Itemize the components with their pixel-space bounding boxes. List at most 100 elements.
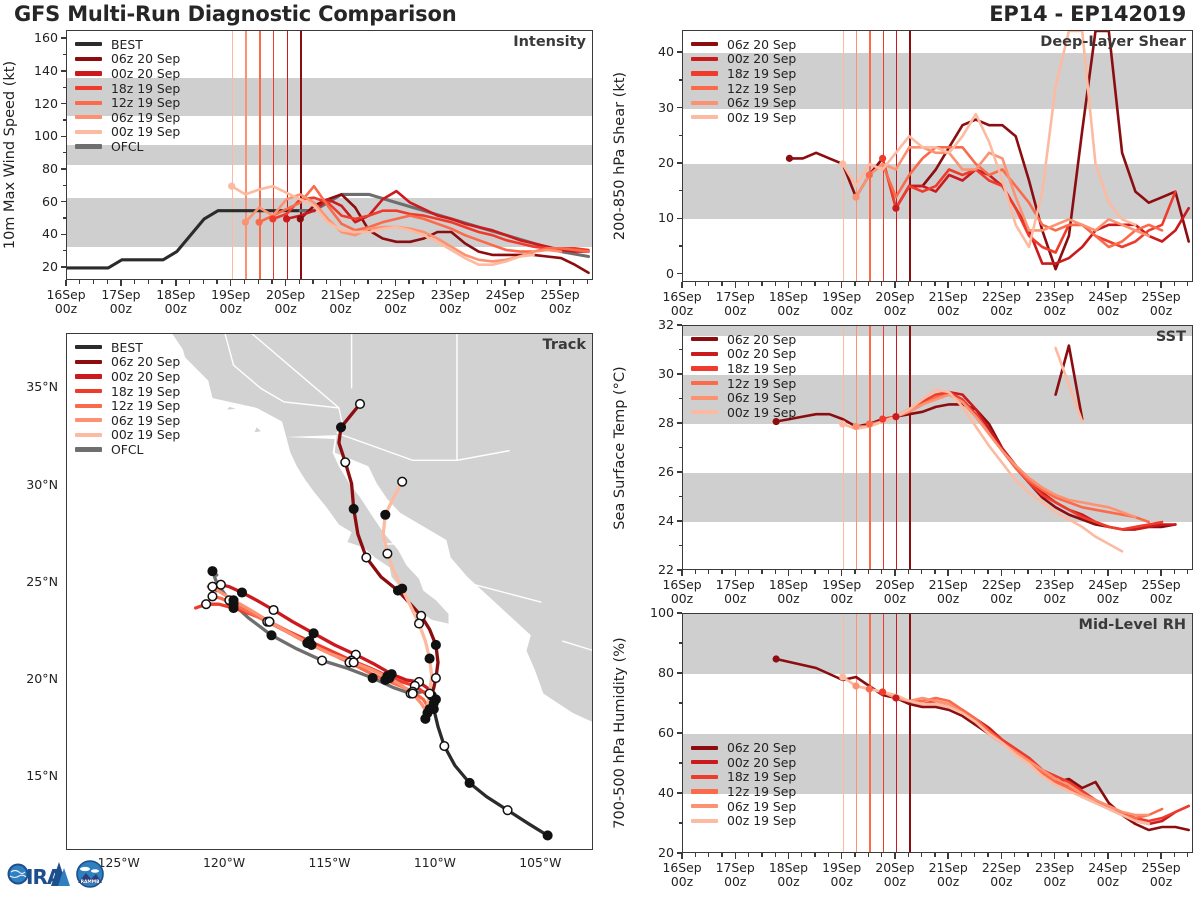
- x-minor-tick: [79, 280, 81, 284]
- x-tick-hour: 00z: [548, 301, 572, 316]
- legend-item[interactable]: 18z 19 Sep: [75, 81, 180, 96]
- legend-swatch-06z-20-sep: [75, 56, 102, 62]
- legend-item[interactable]: 00z 19 Sep: [691, 813, 796, 828]
- legend-label: 06z 19 Sep: [727, 95, 797, 111]
- x-tick-mark: [1107, 282, 1109, 288]
- x-tick-label: 25Sep 00z: [1131, 290, 1191, 318]
- legend-item[interactable]: BEST: [75, 37, 180, 52]
- legend-item[interactable]: 18z 19 Sep: [691, 769, 796, 784]
- legend-item[interactable]: 12z 19 Sep: [691, 81, 796, 96]
- legend-item[interactable]: 00z 19 Sep: [691, 405, 796, 420]
- legend-label: 06z 20 Sep: [111, 354, 181, 370]
- x-minor-tick: [827, 570, 830, 574]
- track-marker-00z: [397, 583, 408, 594]
- x-tick-date: 23Sep: [1035, 289, 1075, 304]
- legend-item[interactable]: 06z 20 Sep: [75, 354, 181, 370]
- x-tick-hour: 00z: [937, 591, 960, 606]
- series-line-06z-19-sep: [854, 146, 1151, 238]
- legend-label: 00z 19 Sep: [111, 124, 181, 140]
- legend-item[interactable]: 06z 19 Sep: [691, 95, 796, 110]
- legend-item[interactable]: 00z 20 Sep: [691, 51, 796, 66]
- legend-label: 12z 19 Sep: [111, 95, 181, 111]
- legend-item[interactable]: 00z 20 Sep: [691, 346, 796, 361]
- legend-swatch-18z-19-sep: [75, 85, 102, 91]
- y-tick-label: 80: [657, 665, 674, 680]
- x-minor-tick: [920, 282, 923, 286]
- legend-item[interactable]: 18z 19 Sep: [75, 384, 180, 399]
- x-tick-mark: [947, 570, 949, 576]
- x-tick-mark: [65, 280, 67, 286]
- y-tick-mark: [677, 471, 682, 473]
- legend-swatch-12z-19-sep: [75, 100, 102, 105]
- y-tick-mark: [677, 106, 682, 109]
- legend-item[interactable]: 00z 19 Sep: [691, 110, 796, 125]
- panel-shear: Deep-Layer Shear 06z 20 Sep 00z 20 Sep 18z …: [610, 30, 1193, 318]
- x-tick-hour: 00z: [329, 301, 352, 316]
- x-minor-tick: [1093, 570, 1096, 574]
- legend-item[interactable]: 18z 19 Sep: [691, 361, 796, 376]
- series-init-marker: [852, 422, 860, 431]
- legend-item[interactable]: 06z 19 Sep: [691, 390, 796, 405]
- panel-title-deep-layer-shear: Deep-Layer Shear: [1040, 34, 1186, 50]
- legend-item[interactable]: 00z 19 Sep: [75, 124, 181, 140]
- x-minor-tick: [1120, 570, 1122, 574]
- legend-item[interactable]: 18z 19 Sep: [691, 66, 796, 81]
- x-minor-tick: [1173, 570, 1176, 574]
- legend-item[interactable]: 12z 19 Sep: [75, 95, 180, 110]
- init-time-line-06z-19-sep: [245, 31, 247, 279]
- legend-swatch-06z-19-sep: [691, 803, 718, 809]
- x-tick-mark: [120, 280, 122, 286]
- x-tick-hour: 00z: [494, 301, 517, 316]
- legend-item[interactable]: 06z 20 Sep: [75, 51, 180, 66]
- x-minor-tick: [854, 282, 856, 286]
- x-tick-mark: [1160, 853, 1162, 859]
- x-tick-label: 22Sep 00z: [971, 290, 1031, 318]
- legend-item[interactable]: 06z 19 Sep: [75, 110, 180, 125]
- value-band: [683, 53, 1192, 109]
- legend-swatch-18z-19-sep: [75, 388, 102, 394]
- legend-item[interactable]: 00z 19 Sep: [75, 427, 180, 442]
- x-tick-hour: 00z: [274, 301, 297, 316]
- land-island: [414, 593, 424, 598]
- x-minor-tick: [920, 570, 923, 574]
- legend-item[interactable]: OFCL: [75, 139, 180, 154]
- x-tick-mark: [1000, 570, 1003, 576]
- legend-item[interactable]: 06z 20 Sep: [691, 37, 796, 52]
- legend-item[interactable]: 00z 20 Sep: [691, 755, 796, 770]
- value-band: [683, 734, 1192, 794]
- x-tick-label: 17Sep 00z: [705, 290, 765, 318]
- legend-item[interactable]: 12z 19 Sep: [75, 398, 180, 413]
- legend-item[interactable]: 06z 19 Sep: [691, 799, 796, 814]
- init-time-line-00z-20-sep: [895, 614, 898, 852]
- series-line-12z-19-sep: [257, 184, 590, 253]
- lat-tick-label: 20°N: [26, 670, 58, 686]
- init-time-line-00z-20-sep: [286, 31, 288, 279]
- y-minor-tick: [63, 184, 66, 186]
- legend-item[interactable]: 06z 20 Sep: [691, 740, 796, 755]
- legend-item[interactable]: OFCL: [75, 442, 180, 457]
- legend-item[interactable]: BEST: [75, 340, 180, 355]
- x-minor-tick: [934, 853, 936, 857]
- legend-item[interactable]: 12z 19 Sep: [691, 376, 796, 391]
- legend-swatch-06z-20-sep: [75, 359, 102, 365]
- legend-label: 00z 20 Sep: [727, 754, 797, 770]
- x-tick-label: 22Sep 00z: [365, 288, 425, 316]
- legend-item[interactable]: 06z 20 Sep: [691, 332, 796, 347]
- series-line-06z-20-sep: [788, 31, 1191, 271]
- legend-item[interactable]: 12z 19 Sep: [691, 784, 796, 799]
- y-tick-mark: [677, 612, 682, 614]
- legend-label: 12z 19 Sep: [111, 398, 181, 414]
- init-time-line-12z-19-sep: [869, 614, 871, 852]
- legend-item[interactable]: 00z 20 Sep: [75, 66, 180, 81]
- x-tick-hour: 00z: [1149, 591, 1173, 606]
- y-tick-mark: [677, 569, 682, 571]
- legend-item[interactable]: 06z 19 Sep: [75, 413, 180, 428]
- x-minor-tick: [960, 853, 963, 857]
- x-tick-mark: [840, 282, 843, 288]
- x-tick-mark: [1053, 282, 1056, 288]
- legend-item[interactable]: 00z 20 Sep: [75, 369, 180, 384]
- x-tick-mark: [681, 853, 683, 859]
- x-tick-mark: [734, 570, 737, 576]
- legend-swatch-06z-19-sep: [691, 100, 718, 105]
- x-tick-mark: [734, 853, 737, 859]
